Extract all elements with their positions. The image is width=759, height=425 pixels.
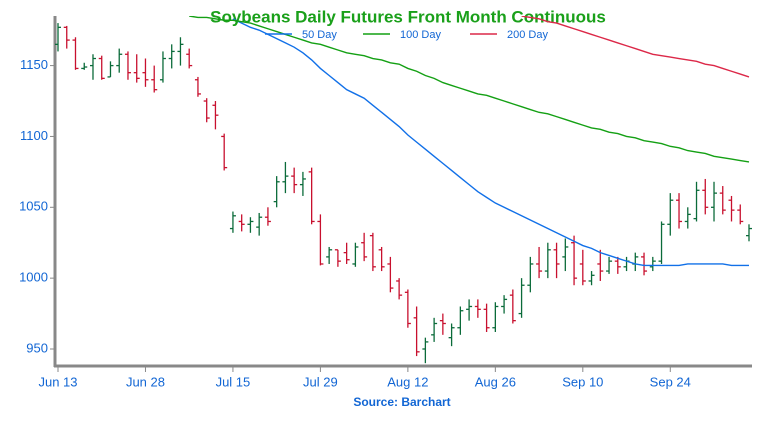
x-tick-label: Aug 26 — [475, 374, 516, 389]
x-tick-label: Jul 29 — [303, 374, 338, 389]
legend-label: 100 Day — [400, 29, 441, 41]
plot-area — [55, 16, 752, 364]
x-tick-label: Sep 24 — [650, 374, 691, 389]
source: Source: Barchart — [353, 395, 450, 409]
moving-average-line — [521, 16, 750, 78]
y-tick-label: 1050 — [19, 199, 48, 214]
y-tick-label: 950 — [26, 340, 48, 355]
chart-title: Soybeans Daily Futures Front Month Conti… — [210, 7, 606, 26]
x-tick-label: Sep 10 — [562, 374, 603, 389]
moving-average-line — [189, 16, 750, 163]
x-tick-label: Jul 15 — [216, 374, 251, 389]
y-tick-label: 1150 — [20, 57, 48, 72]
x-tick-label: Jun 13 — [38, 374, 77, 389]
x-tick-label: Aug 12 — [387, 374, 428, 389]
legend-label: 50 Day — [302, 29, 337, 41]
y-tick-label: 1100 — [20, 128, 48, 143]
y-tick-label: 1000 — [19, 270, 48, 285]
x-tick-label: Jun 28 — [126, 374, 165, 389]
moving-average-line — [232, 18, 749, 267]
legend-label: 200 Day — [507, 29, 548, 41]
